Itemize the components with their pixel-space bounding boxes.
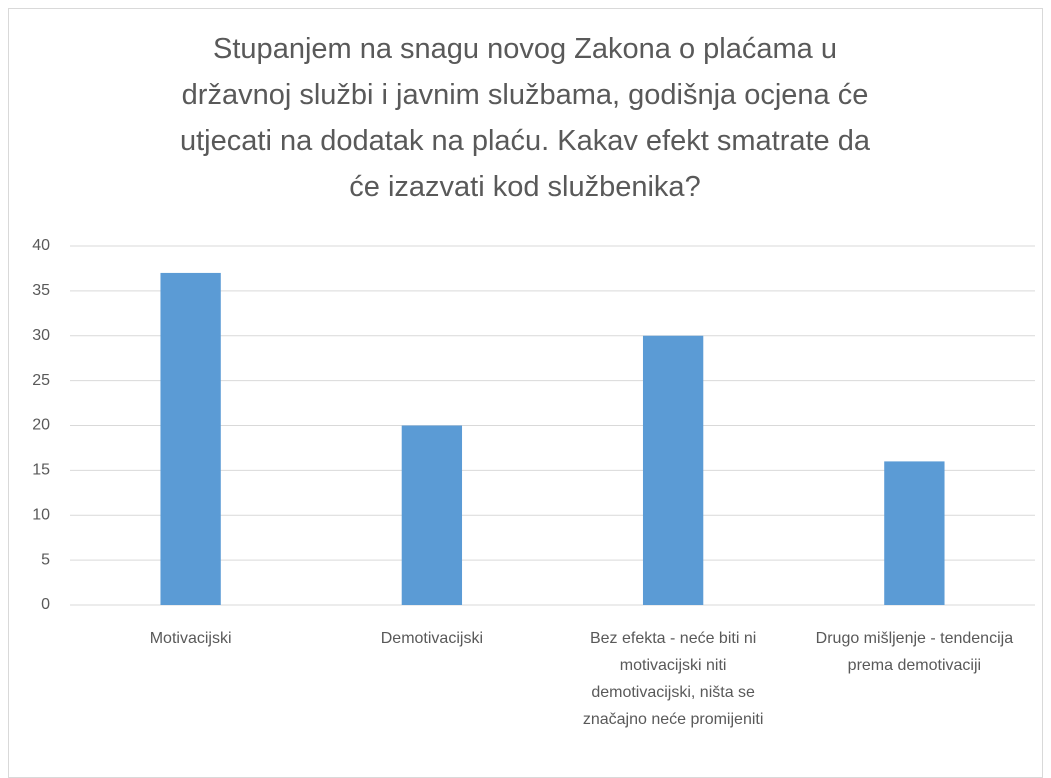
y-tick-label: 35 xyxy=(32,282,50,299)
bar xyxy=(884,461,945,605)
chart-title: Stupanjem na snagu novog Zakona o plaćam… xyxy=(180,33,871,203)
y-tick-label: 5 xyxy=(41,551,50,568)
y-tick-label: 0 xyxy=(41,596,50,613)
y-tick-label: 10 xyxy=(32,506,50,523)
x-tick-label: Drugo mišljenje - tendencija prema demoti… xyxy=(816,630,1014,674)
y-tick-label: 20 xyxy=(32,417,50,434)
bar xyxy=(642,335,704,605)
y-tick-label: 15 xyxy=(32,462,50,479)
y-tick-label: 25 xyxy=(32,372,50,389)
y-tick-label: 40 xyxy=(32,237,50,254)
x-tick-label: Motivacijski xyxy=(150,630,232,647)
x-tick-label: Bez efekta - neće biti ni motivacijski ni… xyxy=(583,630,764,728)
bar xyxy=(160,272,221,605)
x-tick-label: Demotivacijski xyxy=(381,630,483,647)
bar xyxy=(401,425,463,605)
y-tick-label: 30 xyxy=(32,327,50,344)
